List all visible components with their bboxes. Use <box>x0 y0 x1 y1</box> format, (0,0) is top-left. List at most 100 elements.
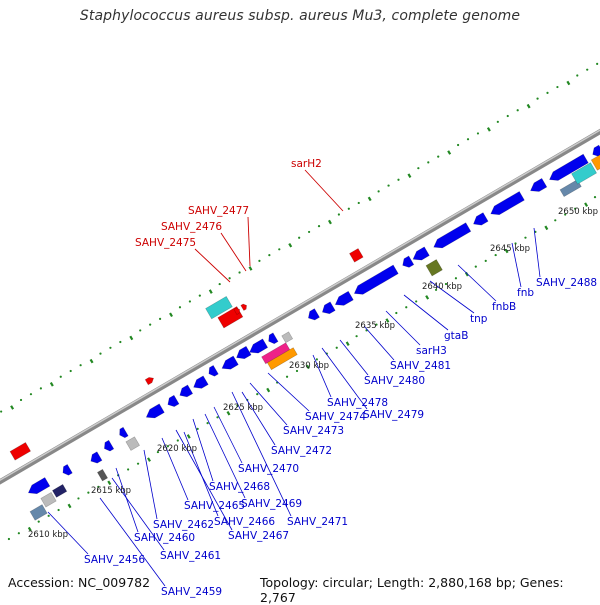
gene-label-reverse[interactable]: SAHV_2474 <box>305 411 366 423</box>
reverse-gene-16 <box>334 290 354 306</box>
gene-label-reverse[interactable]: tnp <box>470 313 488 325</box>
leader-line-reverse <box>241 391 276 446</box>
gene-labels[interactable]: sarH2 SAHV_2477 SAHV_2476 SAHV_2475 SAHV_248… <box>84 158 597 598</box>
reverse-gene-19 <box>412 246 430 261</box>
kbp-label: 2610 kbp <box>28 530 68 540</box>
gene-label-reverse[interactable]: SAHV_2480 <box>364 375 425 387</box>
forward-gene-red-tick2 <box>240 303 247 311</box>
lower-tick-major <box>226 410 231 416</box>
reverse-gene-14 <box>308 308 320 321</box>
upper-tick-minor <box>476 132 480 135</box>
leader-line-reverse <box>312 354 332 398</box>
gene-label-reverse[interactable]: SAHV_2461 <box>160 550 221 562</box>
upper-tick-minor <box>417 167 420 170</box>
forward-gene-red-small <box>144 377 155 386</box>
lower-tick-major <box>186 434 191 439</box>
upper-tick-minor <box>258 259 261 262</box>
genome-backbone <box>0 128 600 485</box>
reverse-gene-orange-2 <box>590 154 600 171</box>
reverse-gene-steel-2 <box>559 179 582 198</box>
tick-layer <box>0 62 599 541</box>
gene-label-reverse[interactable]: SAHV_2456 <box>84 554 145 566</box>
upper-tick-minor <box>307 230 311 234</box>
gene-features[interactable] <box>9 112 600 521</box>
upper-tick-minor <box>69 369 72 373</box>
gene-label-reverse[interactable]: SAHV_2466 <box>214 516 275 528</box>
leader-line-reverse <box>457 264 497 302</box>
gene-label-reverse[interactable]: SAHV_2468 <box>209 481 270 493</box>
lower-tick-minor <box>315 358 318 361</box>
forward-gene-cyan <box>205 296 233 320</box>
gene-label-reverse[interactable]: SAHV_2471 <box>287 516 348 528</box>
gene-label-reverse[interactable]: SAHV_2481 <box>390 360 451 372</box>
leader-line-reverse <box>161 437 189 501</box>
leader-line-reverse <box>115 467 139 533</box>
reverse-gene-6 <box>167 394 180 407</box>
gene-label-forward[interactable]: sarH2 <box>291 158 322 170</box>
leader-line-reverse <box>143 449 158 520</box>
gene-label-forward[interactable]: SAHV_2477 <box>188 205 249 217</box>
lower-tick-minor <box>514 242 517 245</box>
lower-tick-minor <box>494 253 497 257</box>
leader-line-reverse <box>363 325 395 361</box>
gene-label-reverse[interactable]: SAHV_2488 <box>536 277 597 289</box>
reverse-gene-2 <box>90 451 103 464</box>
gene-label-reverse[interactable]: SAHV_2462 <box>153 519 214 531</box>
reverse-gene-1 <box>62 464 73 476</box>
leader-line-forward <box>220 232 247 272</box>
upper-tick-minor <box>397 178 400 181</box>
leader-line-reverse <box>429 280 475 314</box>
upper-tick-major <box>367 196 372 202</box>
lower-tick-minor <box>454 277 458 280</box>
reverse-gene-21 <box>473 212 489 226</box>
upper-tick-minor <box>29 393 33 396</box>
upper-tick-major <box>89 358 94 364</box>
upper-tick-minor <box>268 253 271 257</box>
kbp-label: 2630 kbp <box>289 361 329 371</box>
kbp-label: 2645 kbp <box>490 244 530 254</box>
gene-label-reverse[interactable]: sarH3 <box>416 345 447 357</box>
upper-tick-major <box>129 335 134 341</box>
gene-label-reverse[interactable]: SAHV_2460 <box>134 532 195 544</box>
gene-label-reverse[interactable]: SAHV_2473 <box>283 425 344 437</box>
gene-label-reverse[interactable]: gtaB <box>444 330 468 342</box>
gene-label-reverse[interactable]: SAHV_2478 <box>327 397 388 409</box>
backbone-highlight <box>0 129 600 482</box>
upper-tick-minor <box>178 306 182 309</box>
gene-label-reverse[interactable]: SAHV_2479 <box>363 409 424 421</box>
gene-label-reverse[interactable]: SAHV_2470 <box>238 463 299 475</box>
kbp-scale: 2610 kbp 2615 kbp 2620 kbp 2625 kbp 2630 kbp… <box>28 207 598 540</box>
gene-label-forward[interactable]: SAHV_2475 <box>135 237 196 249</box>
leader-line-reverse <box>321 347 368 410</box>
lower-tick-major <box>504 248 509 254</box>
gene-label-reverse[interactable]: SAHV_2472 <box>271 445 332 457</box>
gene-label-reverse[interactable]: SAHV_2459 <box>161 586 222 598</box>
upper-tick-major <box>486 127 491 132</box>
gene-label-reverse[interactable]: SAHV_2467 <box>228 530 289 542</box>
lower-tick-minor <box>206 422 209 425</box>
lower-tick-major <box>305 364 310 370</box>
reverse-gene-gtaB <box>425 259 443 277</box>
reverse-gene-3 <box>104 439 115 452</box>
kbp-label: 2635 kbp <box>355 321 395 331</box>
upper-tick-minor <box>496 120 499 123</box>
upper-tick-minor <box>188 300 191 303</box>
gene-label-forward[interactable]: SAHV_2476 <box>161 221 222 233</box>
reverse-gene-17 <box>353 264 399 295</box>
upper-tick-minor <box>466 138 470 141</box>
kbp-label: 2615 kbp <box>91 486 131 496</box>
reverse-gene-13 <box>268 332 279 345</box>
gene-label-reverse[interactable]: fnbB <box>492 301 516 313</box>
gene-label-reverse[interactable]: SAHV_2465 <box>184 500 245 512</box>
forward-gene-red-tick1 <box>233 307 241 315</box>
lower-tick-major <box>27 526 32 532</box>
gene-label-reverse[interactable]: fnb <box>517 287 534 299</box>
reverse-gene-orange <box>266 347 298 371</box>
kbp-label: 2625 kbp <box>223 403 263 413</box>
leader-line-reverse <box>403 294 449 331</box>
gene-label-reverse[interactable]: SAHV_2469 <box>241 498 302 510</box>
upper-tick-minor <box>19 398 23 402</box>
lower-tick-major <box>147 457 151 462</box>
forward-gene-red-1 <box>9 442 32 461</box>
